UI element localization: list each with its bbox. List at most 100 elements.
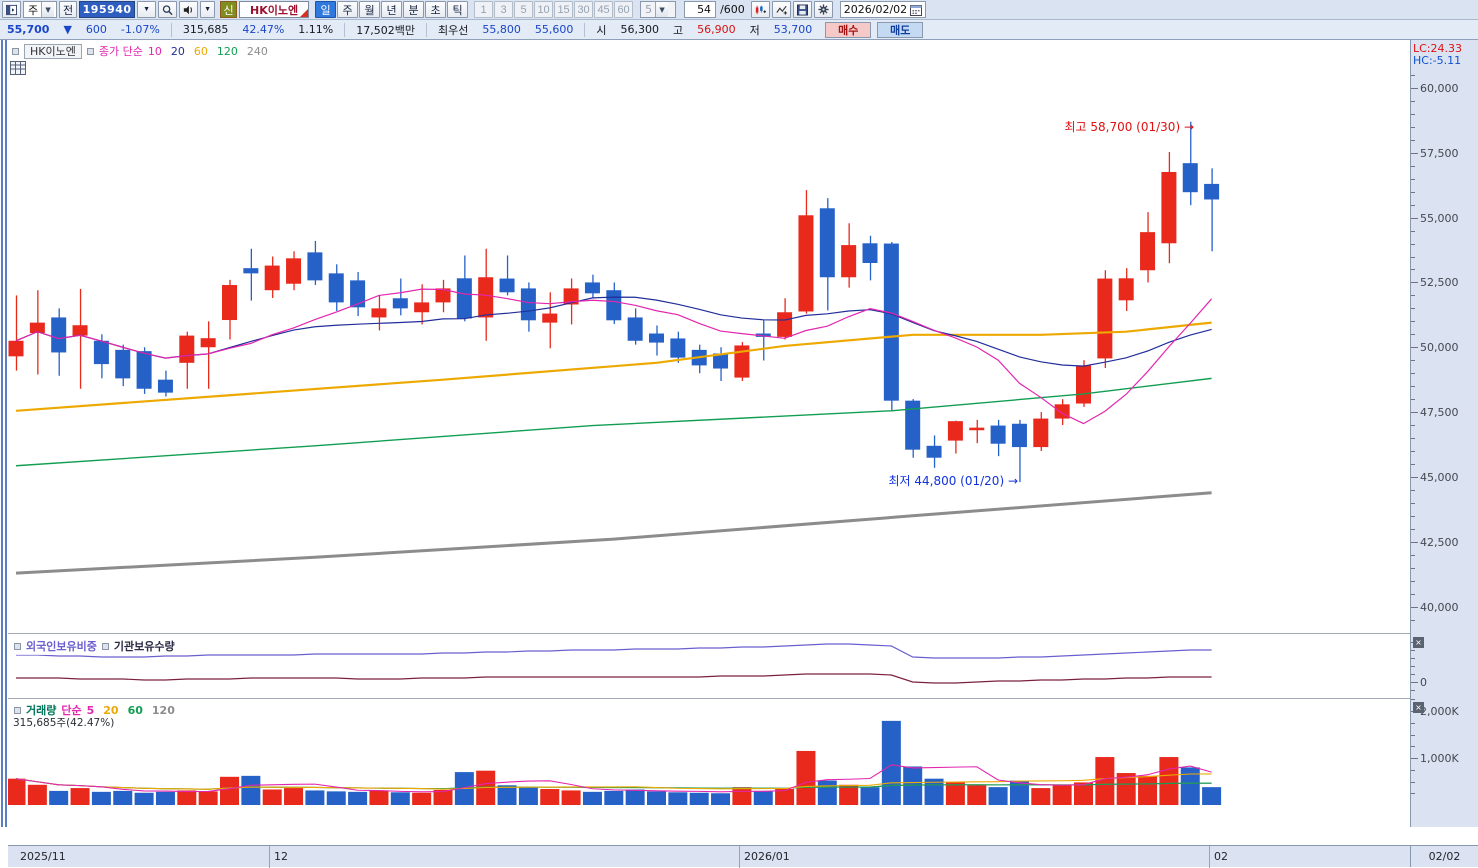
candle-body[interactable]: [435, 288, 451, 303]
volume-bar[interactable]: [305, 790, 325, 805]
volume-bar[interactable]: [412, 792, 432, 805]
candle-body[interactable]: [72, 325, 88, 336]
candle-body[interactable]: [200, 338, 216, 348]
candle-body[interactable]: [1140, 232, 1156, 271]
candle-body[interactable]: [29, 322, 45, 333]
candle-body[interactable]: [1118, 278, 1134, 301]
code-dropdown-button[interactable]: ▼: [137, 1, 157, 18]
close-volume-panel-icon[interactable]: ×: [1413, 702, 1424, 713]
volume-bar[interactable]: [369, 790, 389, 805]
minute-button-45[interactable]: 45: [594, 1, 614, 18]
candle-body[interactable]: [606, 290, 622, 321]
volume-bar[interactable]: [241, 775, 261, 805]
period-button-분[interactable]: 분: [403, 1, 425, 18]
panel-separator[interactable]: [8, 698, 1410, 699]
volume-bar[interactable]: [134, 792, 154, 805]
candle-body[interactable]: [222, 285, 237, 321]
volume-bar[interactable]: [177, 790, 197, 805]
period-button-틱[interactable]: 틱: [447, 1, 469, 18]
candle-body[interactable]: [990, 425, 1006, 444]
candle-body[interactable]: [286, 258, 302, 284]
candle-body[interactable]: [777, 312, 793, 337]
volume-bar[interactable]: [1074, 782, 1093, 805]
volume-bar[interactable]: [348, 791, 368, 805]
minute-button-15[interactable]: 15: [554, 1, 574, 18]
candle-body[interactable]: [136, 351, 152, 389]
sound-button[interactable]: [179, 1, 199, 18]
volume-bar[interactable]: [625, 789, 645, 805]
ownership-line-chart[interactable]: [8, 634, 1410, 698]
period-button-년[interactable]: 년: [381, 1, 403, 18]
volume-bar[interactable]: [796, 750, 816, 805]
volume-bar[interactable]: [1095, 757, 1115, 805]
volume-bar[interactable]: [689, 792, 709, 805]
volume-bar[interactable]: [753, 790, 773, 805]
candle-body[interactable]: [1182, 163, 1198, 193]
volume-bar[interactable]: [497, 785, 517, 805]
candle-body[interactable]: [755, 333, 771, 337]
candle-body[interactable]: [969, 427, 985, 431]
volume-bar[interactable]: [945, 782, 965, 805]
candle-body[interactable]: [307, 252, 323, 281]
minute-button-10[interactable]: 10: [534, 1, 554, 18]
candle-body[interactable]: [649, 333, 664, 343]
chart-date-picker[interactable]: 2026/02/02: [839, 1, 927, 18]
prev-stock-button[interactable]: 전: [59, 1, 78, 18]
candle-body[interactable]: [371, 308, 387, 318]
sell-button[interactable]: 매도: [877, 21, 924, 38]
candle-body[interactable]: [1033, 418, 1049, 448]
volume-bar[interactable]: [1009, 780, 1029, 805]
candle-body[interactable]: [627, 317, 643, 341]
volume-bar[interactable]: [988, 787, 1008, 805]
candle-body[interactable]: [947, 421, 963, 441]
volume-bar[interactable]: [903, 766, 923, 805]
panel-separator[interactable]: [8, 633, 1410, 634]
window-layout-icon[interactable]: [2, 1, 21, 18]
minute-button-3[interactable]: 3: [494, 1, 514, 18]
period-button-일[interactable]: 일: [315, 1, 337, 18]
candle-body[interactable]: [1011, 423, 1027, 448]
volume-bar[interactable]: [561, 790, 581, 805]
candle-body[interactable]: [328, 273, 344, 303]
volume-bar[interactable]: [604, 790, 624, 805]
trendline-tool-button[interactable]: [771, 1, 791, 18]
right-axis[interactable]: LC:24.33 HC:-5.11 40,000 42,500 45,000 47,5…: [1410, 40, 1478, 827]
timeframe-combo[interactable]: 주 ▼: [23, 1, 57, 18]
volume-bar[interactable]: [27, 784, 47, 805]
volume-bar[interactable]: [1116, 773, 1136, 805]
volume-bar[interactable]: [155, 791, 175, 805]
volume-bar-chart[interactable]: [8, 699, 1410, 805]
candle-body[interactable]: [819, 208, 835, 278]
volume-bar[interactable]: [284, 788, 304, 805]
candle-body[interactable]: [1161, 171, 1177, 244]
volume-bar[interactable]: [540, 789, 560, 805]
grid-tool-icon[interactable]: [10, 61, 26, 78]
stock-code-input[interactable]: 195940: [79, 1, 136, 18]
candle-body[interactable]: [179, 335, 195, 363]
volume-bar[interactable]: [775, 789, 795, 805]
volume-bar[interactable]: [1180, 767, 1200, 805]
volume-bar[interactable]: [1138, 775, 1158, 805]
candle-body[interactable]: [798, 215, 814, 312]
candle-body[interactable]: [1204, 183, 1220, 200]
candle-body[interactable]: [905, 400, 921, 450]
settings-button[interactable]: [813, 1, 833, 18]
volume-bar[interactable]: [49, 790, 69, 805]
volume-bar[interactable]: [881, 720, 901, 805]
candle-body[interactable]: [584, 282, 600, 294]
candle-body[interactable]: [157, 379, 173, 393]
volume-bar[interactable]: [91, 791, 111, 805]
minute-button-1[interactable]: 1: [474, 1, 494, 18]
volume-bar[interactable]: [70, 788, 90, 805]
candle-body[interactable]: [456, 278, 472, 319]
volume-bar[interactable]: [582, 791, 602, 805]
minute-combo[interactable]: 5 ▼: [640, 1, 677, 18]
candle-body[interactable]: [520, 288, 536, 321]
period-button-월[interactable]: 월: [359, 1, 381, 18]
volume-bar[interactable]: [1031, 788, 1051, 805]
candle-body[interactable]: [883, 243, 899, 401]
candle-body[interactable]: [93, 340, 109, 365]
volume-bar[interactable]: [1202, 787, 1222, 805]
volume-bar[interactable]: [647, 791, 666, 805]
minute-button-30[interactable]: 30: [574, 1, 594, 18]
